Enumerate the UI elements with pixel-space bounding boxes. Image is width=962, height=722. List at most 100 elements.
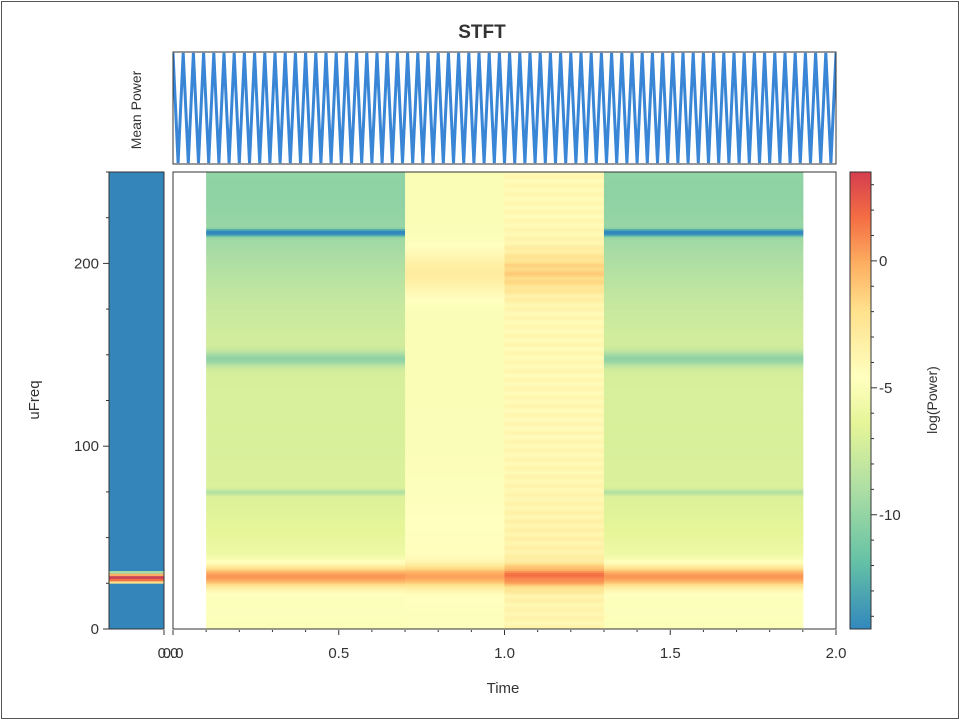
heatmap-cell bbox=[405, 473, 505, 476]
heatmap-cell bbox=[206, 513, 406, 517]
heatmap-cell bbox=[405, 475, 505, 478]
heatmap-cell bbox=[504, 437, 605, 440]
heatmap-cell bbox=[405, 243, 505, 246]
heatmap-cell bbox=[206, 402, 406, 405]
heatmap-cell bbox=[504, 321, 605, 325]
heatmap-cell bbox=[405, 618, 505, 621]
heatmap-cell bbox=[405, 279, 505, 283]
heatmap-cell bbox=[405, 404, 505, 407]
heatmap-cell bbox=[504, 435, 605, 438]
heatmap-cell bbox=[603, 559, 804, 562]
heatmap-cell bbox=[405, 387, 505, 391]
heatmap-cell bbox=[603, 188, 804, 191]
heatmap-cell bbox=[206, 442, 406, 445]
heatmap-cell bbox=[603, 528, 804, 531]
heatmap-cell bbox=[206, 310, 406, 314]
heatmap-cell bbox=[405, 477, 505, 480]
heatmap-cell bbox=[206, 499, 406, 502]
heatmap-cell bbox=[504, 495, 605, 498]
heatmap-cell bbox=[603, 501, 804, 504]
heatmap-cell bbox=[504, 208, 605, 211]
heatmap-cell bbox=[603, 411, 804, 414]
heatmap-cell bbox=[504, 479, 605, 482]
heatmap-cell bbox=[504, 265, 605, 268]
heatmap-cell bbox=[603, 610, 804, 614]
heatmap-cell bbox=[405, 568, 505, 572]
heatmap-cell bbox=[504, 234, 605, 237]
heatmap-cell bbox=[603, 572, 804, 575]
colorbar-tick-label: -5 bbox=[879, 380, 892, 397]
heatmap-cell bbox=[504, 619, 605, 623]
heatmap-cell bbox=[206, 433, 406, 436]
heatmap-cell bbox=[206, 206, 406, 210]
heatmap-cell bbox=[603, 457, 804, 460]
heatmap-cell bbox=[405, 627, 505, 630]
heatmap-cell bbox=[405, 201, 505, 204]
heatmap-cell bbox=[206, 427, 406, 431]
heatmap-cell bbox=[603, 385, 804, 389]
heatmap-cell bbox=[405, 184, 505, 188]
heatmap-cell bbox=[603, 535, 804, 539]
heatmap-cell bbox=[405, 281, 505, 285]
heatmap-cell bbox=[405, 327, 505, 330]
heatmap-cell bbox=[504, 625, 605, 628]
heatmap-cell bbox=[405, 596, 505, 599]
heatmap-cell bbox=[405, 625, 505, 628]
heatmap-cell bbox=[206, 214, 406, 217]
heatmap-cell bbox=[504, 367, 605, 370]
heatmap-cell bbox=[405, 192, 505, 195]
heatmap-cell bbox=[603, 373, 804, 376]
heatmap-cell bbox=[206, 395, 406, 398]
heatmap-cell bbox=[206, 393, 406, 396]
heatmap-cell bbox=[603, 181, 804, 184]
heatmap-cell bbox=[206, 592, 406, 595]
heatmap-cell bbox=[405, 195, 505, 199]
heatmap-cell bbox=[206, 543, 406, 546]
heatmap-cell bbox=[603, 550, 804, 553]
heatmap-cell bbox=[405, 513, 505, 517]
heatmap-cell bbox=[405, 318, 505, 321]
heatmap-cell bbox=[206, 464, 406, 467]
heatmap-cell bbox=[206, 309, 406, 312]
heatmap-cell bbox=[603, 574, 804, 577]
heatmap-cell bbox=[603, 449, 804, 453]
heatmap-cell bbox=[206, 524, 406, 528]
heatmap-cell bbox=[206, 480, 406, 484]
heatmap-cell bbox=[603, 367, 804, 370]
heatmap-cell bbox=[206, 338, 406, 341]
mean-power-panel bbox=[172, 51, 837, 165]
heatmap-cell bbox=[603, 354, 804, 358]
heatmap-cell bbox=[603, 276, 804, 279]
heatmap-cell bbox=[603, 228, 804, 231]
heatmap-cell bbox=[405, 283, 505, 286]
heatmap-cell bbox=[405, 543, 505, 546]
heatmap-cell bbox=[504, 519, 605, 522]
heatmap-cell bbox=[603, 285, 804, 288]
heatmap-cell bbox=[206, 625, 406, 628]
heatmap-cell bbox=[405, 177, 505, 180]
heatmap-cell bbox=[405, 352, 505, 356]
heatmap-cell bbox=[504, 243, 605, 246]
heatmap-cell bbox=[206, 435, 406, 438]
heatmap-cell bbox=[206, 411, 406, 414]
heatmap-cell bbox=[405, 332, 505, 336]
heatmap-cell bbox=[405, 552, 505, 555]
heatmap-cell bbox=[405, 173, 505, 177]
heatmap-cell bbox=[206, 460, 406, 464]
heatmap-cell bbox=[603, 497, 804, 500]
heatmap-cell bbox=[504, 491, 605, 495]
heatmap-cell bbox=[206, 619, 406, 623]
heatmap-cell bbox=[504, 515, 605, 518]
heatmap-cell bbox=[603, 338, 804, 341]
heatmap-cell bbox=[603, 592, 804, 595]
heatmap-cell bbox=[405, 272, 505, 275]
heatmap-cell bbox=[405, 532, 505, 535]
heatmap-cell bbox=[405, 212, 505, 215]
heatmap-cell bbox=[206, 241, 406, 244]
heatmap-cell bbox=[405, 331, 505, 334]
heatmap-cell bbox=[504, 181, 605, 184]
heatmap-cell bbox=[504, 446, 605, 449]
heatmap-cell bbox=[405, 323, 505, 327]
heatmap-cell bbox=[405, 363, 505, 367]
heatmap-cell bbox=[206, 173, 406, 177]
